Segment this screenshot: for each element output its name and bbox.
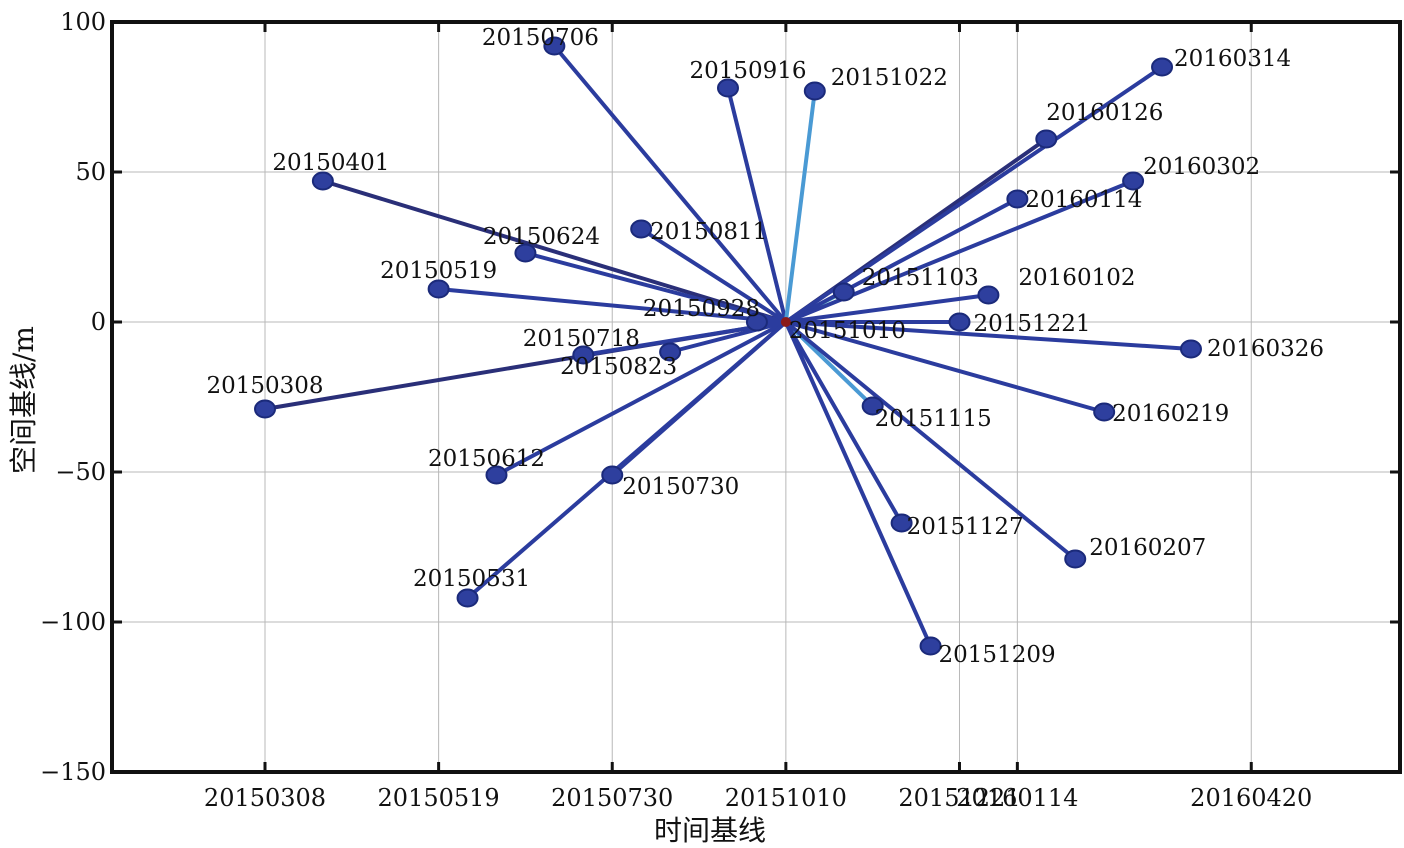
point-label: 20160302	[1143, 154, 1260, 180]
node-20151115	[861, 396, 884, 416]
y-tick-label: 100	[60, 8, 106, 36]
node-20160219	[1093, 402, 1116, 422]
master-label: 20151010	[789, 318, 906, 344]
baseline-edge	[494, 320, 788, 477]
baseline-edge	[320, 179, 788, 324]
point-label: 20160114	[1025, 187, 1142, 213]
point-label: 20160207	[1089, 535, 1206, 561]
x-tick-label: 20150730	[551, 784, 673, 812]
node-20151127	[890, 513, 913, 533]
y-tick-label: 50	[75, 158, 106, 186]
node-20150730	[601, 465, 624, 485]
baseline-edge	[552, 44, 788, 324]
node-20160114	[1006, 189, 1029, 209]
x-tick-label: 20150519	[378, 784, 500, 812]
y-tick-label: 0	[91, 308, 106, 336]
node-20150928	[745, 312, 768, 332]
node-20160102	[977, 285, 1000, 305]
x-tick-label: 20150308	[204, 784, 326, 812]
baseline-edge	[783, 320, 1078, 561]
point-label: 20150624	[483, 224, 600, 250]
baseline-edge	[436, 287, 788, 324]
baseline-edge	[639, 227, 788, 324]
point-label: 20150706	[482, 25, 599, 51]
x-tick-label: 20160420	[1190, 784, 1312, 812]
baseline-edge	[783, 320, 1193, 351]
node-20150519	[427, 279, 450, 299]
point-label: 20150730	[622, 474, 739, 500]
baseline-edge	[783, 320, 1107, 414]
point-label: 20160314	[1174, 46, 1291, 72]
node-20150612	[485, 465, 508, 485]
baseline-edge	[783, 293, 991, 324]
point-label: 20150823	[560, 354, 677, 380]
node-20150624	[514, 243, 537, 263]
point-label: 20150401	[272, 150, 389, 176]
node-20150718	[572, 345, 595, 365]
point-label: 20160102	[1018, 265, 1135, 291]
point-label: 20160326	[1207, 336, 1324, 362]
node-20150916	[716, 78, 739, 98]
point-label: 20151127	[907, 514, 1024, 540]
point-label: 20150531	[413, 566, 530, 592]
baseline-edge	[783, 89, 817, 324]
point-label: 20151022	[831, 65, 948, 91]
point-label: 20150718	[523, 326, 640, 352]
point-label: 20151209	[939, 642, 1056, 668]
node-20150811	[630, 219, 653, 239]
baseline-edge	[783, 65, 1165, 324]
node-20151103	[832, 282, 855, 302]
master-node	[780, 317, 791, 327]
point-label: 20150916	[689, 58, 806, 84]
point-label: 20151115	[875, 406, 992, 432]
point-labels: 20150308 20150401 20150519 20150531 20150612…	[206, 25, 1324, 668]
baseline-edge	[610, 320, 788, 477]
node-20150401	[311, 171, 334, 191]
node-20151221	[948, 312, 971, 332]
node-20150823	[659, 342, 682, 362]
node-20151022	[803, 81, 826, 101]
acquisition-nodes	[254, 36, 1202, 656]
point-label: 20150928	[643, 296, 760, 322]
x-axis-label: 时间基线	[654, 814, 766, 847]
node-20150531	[456, 588, 479, 608]
y-tick-labels: 100 50 0 −50 −100 −150	[40, 8, 106, 786]
node-20151209	[919, 636, 942, 656]
point-label: 20150308	[206, 373, 323, 399]
node-20150308	[254, 399, 276, 419]
baseline-edge	[668, 320, 788, 354]
node-20160207	[1064, 549, 1087, 569]
node-20160326	[1179, 339, 1202, 359]
baseline-edge	[783, 320, 904, 525]
point-label: 20151103	[862, 265, 979, 291]
point-label: 20151221	[973, 311, 1090, 337]
point-label: 20160126	[1046, 100, 1163, 126]
point-label: 20150519	[380, 258, 497, 284]
x-tick-labels: 20150308 20150519 20150730 20151010 20151221…	[204, 784, 1312, 812]
baseline-edge	[725, 86, 788, 324]
point-label: 20150612	[428, 446, 545, 472]
y-axis-label: 空间基线/m	[7, 326, 40, 474]
plot-frame	[110, 20, 1402, 774]
y-tick-label: −50	[55, 458, 106, 486]
node-20160302	[1122, 171, 1145, 191]
point-label: 20160219	[1112, 401, 1229, 427]
y-tick-label: −150	[40, 758, 106, 786]
baseline-edges	[263, 44, 1193, 648]
x-tick-label: 20160114	[956, 784, 1078, 812]
x-tick-label: 20151221	[898, 784, 1020, 812]
node-20150706	[543, 36, 566, 56]
point-label: 20150811	[650, 219, 767, 245]
x-tick-label: 20151010	[725, 784, 847, 812]
baseline-edge	[523, 251, 788, 324]
baseline-edge	[783, 320, 933, 648]
y-tick-label: −100	[40, 608, 106, 636]
baseline-edge	[783, 197, 1020, 324]
node-20160126	[1035, 129, 1058, 149]
node-20160314	[1151, 57, 1174, 77]
